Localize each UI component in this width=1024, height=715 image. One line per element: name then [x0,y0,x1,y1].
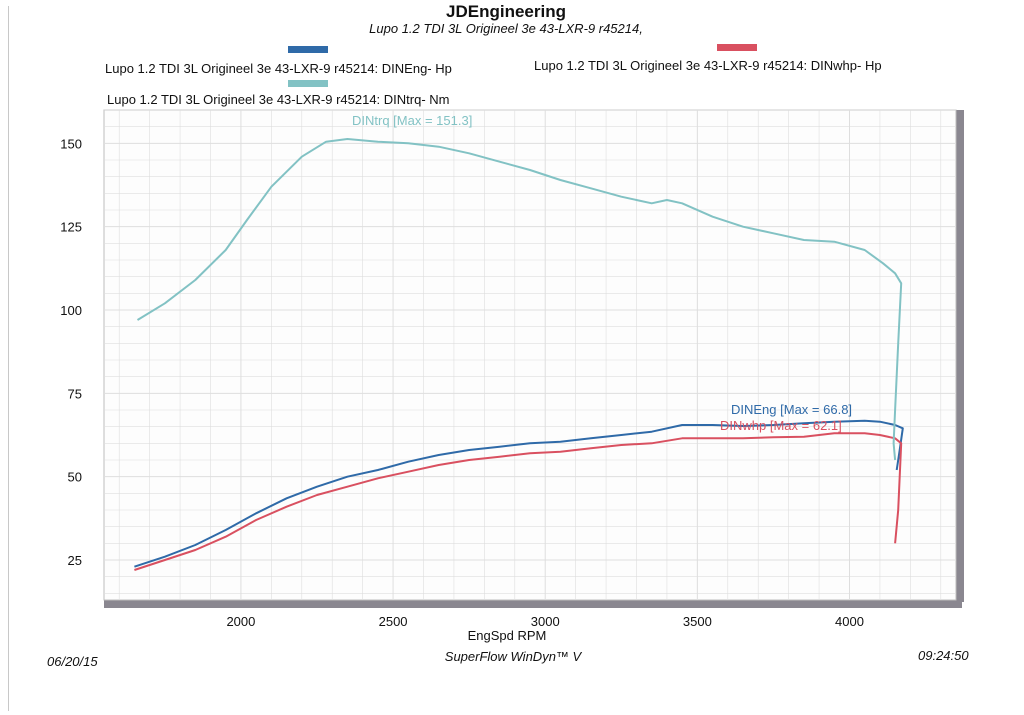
grid [104,109,956,600]
series-line-eng [134,419,904,568]
legend-label-trq: Lupo 1.2 TDI 3L Origineel 3e 43-LXR-9 r4… [107,92,450,107]
legend-label-whp: Lupo 1.2 TDI 3L Origineel 3e 43-LXR-9 r4… [534,58,882,73]
x-tick-label: 4000 [835,614,864,629]
y-tick-label: 25 [68,553,82,568]
legend-label-eng: Lupo 1.2 TDI 3L Origineel 3e 43-LXR-9 r4… [105,61,452,76]
series-line-trq [136,138,903,461]
annotations: DINEng [Max = 66.8]DINwhp [Max = 62.1] DI… [352,113,852,433]
footer-time: 09:24:50 [918,648,969,663]
y-tick-label: 125 [60,220,82,235]
y-tick-label: 50 [68,470,82,485]
plot-frame-shadow-right [954,110,964,602]
annotation-whp: DINwhp [Max = 62.1] [720,418,842,433]
x-tick-label: 2500 [379,614,408,629]
y-tick-label: 100 [60,303,82,318]
x-tick-label: 3000 [531,614,560,629]
legend-swatch-whp [717,44,757,51]
series-group [134,138,904,571]
y-tick-label: 150 [60,136,82,151]
axis-ticks: 2000 2500 3000 3500 4000 25 50 75 100 125 150 [60,136,864,629]
y-tick-label: 75 [68,386,82,401]
plot-frame-shadow-bottom [104,600,962,608]
legend: Lupo 1.2 TDI 3L Origineel 3e 43-LXR-9 r4… [105,44,882,107]
legend-swatch-trq [288,80,328,87]
x-tick-label: 2000 [226,614,255,629]
chart-subtitle: Lupo 1.2 TDI 3L Origineel 3e 43-LXR-9 r4… [369,21,643,36]
annotation-trq: DINtrq [Max = 151.3] [352,113,472,128]
footer-date: 06/20/15 [47,654,98,669]
legend-swatch-eng [288,46,328,53]
x-axis-label: EngSpd RPM [468,628,547,643]
x-tick-label: 3500 [683,614,712,629]
annotation-eng: DINEng [Max = 66.8] [731,402,852,417]
chart-title: JDEngineering [446,2,566,21]
footer-software: SuperFlow WinDyn™ V [445,649,583,664]
page-border [8,6,1014,711]
series-line-whp [134,432,903,571]
